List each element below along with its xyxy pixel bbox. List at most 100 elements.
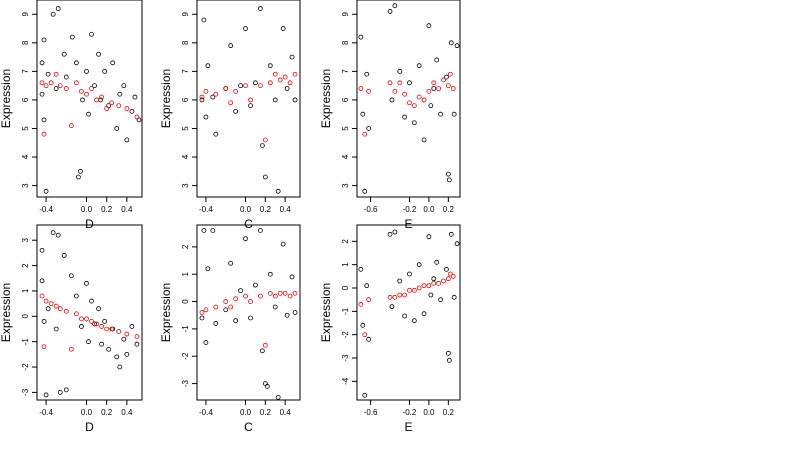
- data-point-black: [238, 83, 243, 89]
- data-point-black: [53, 326, 59, 332]
- data-point-black: [86, 339, 91, 345]
- data-point-black: [243, 236, 248, 242]
- data-point-black: [392, 3, 398, 9]
- x-tick-label: 0.0: [423, 205, 435, 214]
- x-tick-label: -0.4: [199, 205, 213, 214]
- data-point-black: [114, 354, 120, 360]
- data-point-black: [50, 230, 56, 236]
- data-point-red: [445, 83, 451, 89]
- x-tick-label: -0.2: [403, 408, 417, 417]
- x-axis-title: E: [404, 217, 412, 231]
- data-point-red: [84, 316, 89, 322]
- y-tick-label: 4: [21, 154, 30, 159]
- data-point-black: [364, 71, 370, 77]
- y-tick-label: -3: [341, 354, 350, 362]
- chart-panel-5: -3 -2 -1 0 1 2 -0.4 0.0 0.2 0.4 C Expression: [159, 224, 301, 434]
- x-axis-title: D: [85, 217, 94, 231]
- data-point-red: [362, 131, 368, 137]
- x-tick-label: 0.0: [81, 408, 93, 417]
- data-point-red: [104, 326, 110, 332]
- data-point-black: [121, 83, 127, 89]
- data-point-red: [262, 342, 268, 348]
- y-tick-label: 6: [21, 97, 30, 102]
- data-point-black: [389, 97, 395, 103]
- data-point-black: [248, 315, 253, 321]
- data-point-red: [63, 308, 69, 314]
- series-2: [358, 71, 456, 137]
- data-point-black: [366, 126, 372, 131]
- data-point-red: [248, 97, 253, 103]
- x-tick-label: 0.4: [121, 205, 133, 214]
- data-point-red: [426, 283, 432, 289]
- data-point-black: [397, 278, 403, 284]
- x-tick-label: -0.6: [364, 205, 378, 214]
- data-point-red: [402, 91, 408, 97]
- data-point-red: [257, 83, 263, 89]
- data-point-black: [114, 126, 120, 131]
- data-point-black: [210, 94, 216, 100]
- data-point-black: [43, 188, 49, 194]
- data-point-red: [79, 88, 84, 94]
- data-point-black: [445, 171, 451, 177]
- data-point-black: [84, 68, 89, 74]
- data-point-black: [106, 346, 112, 352]
- data-point-black: [110, 60, 116, 66]
- data-point-red: [94, 97, 99, 103]
- data-point-black: [203, 340, 209, 345]
- data-point-black: [451, 294, 457, 300]
- data-point-black: [124, 351, 130, 357]
- data-point-red: [104, 106, 110, 111]
- data-point-black: [73, 293, 79, 299]
- y-tick-label: 0: [341, 285, 350, 290]
- data-point-black: [402, 313, 408, 319]
- data-point-red: [282, 290, 288, 296]
- data-point-red: [248, 299, 253, 304]
- data-point-black: [233, 108, 239, 114]
- data-point-red: [431, 80, 437, 86]
- data-point-black: [102, 318, 108, 324]
- data-point-red: [73, 311, 79, 317]
- data-point-red: [436, 86, 442, 91]
- plot-frame: [36, 0, 143, 198]
- y-tick-label: 3: [341, 183, 350, 188]
- data-point-red: [267, 290, 273, 296]
- data-point-red: [292, 71, 298, 77]
- y-tick-label: -3: [21, 388, 30, 396]
- y-tick-label: -3: [181, 379, 190, 387]
- data-point-red: [39, 80, 45, 86]
- data-point-black: [79, 324, 84, 329]
- x-tick-label: 0.2: [443, 205, 455, 214]
- data-point-black: [201, 228, 207, 233]
- data-point-red: [243, 83, 248, 89]
- x-axis-title: E: [404, 420, 412, 434]
- data-point-red: [203, 307, 209, 313]
- data-point-red: [366, 297, 372, 303]
- y-tick-label: -2: [341, 331, 350, 339]
- data-point-black: [205, 266, 211, 272]
- y-tick-label: 7: [341, 69, 350, 74]
- data-point-red: [287, 293, 293, 299]
- data-point-black: [92, 321, 97, 327]
- data-point-black: [78, 168, 83, 174]
- x-tick-label: 0.0: [81, 205, 93, 214]
- data-point-black: [57, 389, 63, 395]
- data-point-red: [411, 287, 417, 293]
- data-point-black: [199, 315, 205, 321]
- x-tick-label: 0.4: [280, 408, 292, 417]
- data-point-red: [73, 80, 79, 86]
- data-point-red: [199, 310, 205, 315]
- series-1: [39, 6, 142, 194]
- data-point-black: [362, 188, 368, 194]
- data-point-black: [136, 117, 142, 123]
- data-point-black: [210, 228, 216, 233]
- data-point-red: [358, 301, 364, 307]
- data-point-black: [233, 318, 239, 324]
- data-point-black: [438, 297, 443, 303]
- data-point-black: [421, 137, 427, 143]
- data-point-black: [411, 120, 417, 126]
- data-point-black: [259, 143, 265, 149]
- data-point-black: [75, 174, 81, 180]
- data-point-black: [402, 114, 408, 120]
- data-point-black: [80, 97, 85, 103]
- data-point-black: [102, 68, 108, 74]
